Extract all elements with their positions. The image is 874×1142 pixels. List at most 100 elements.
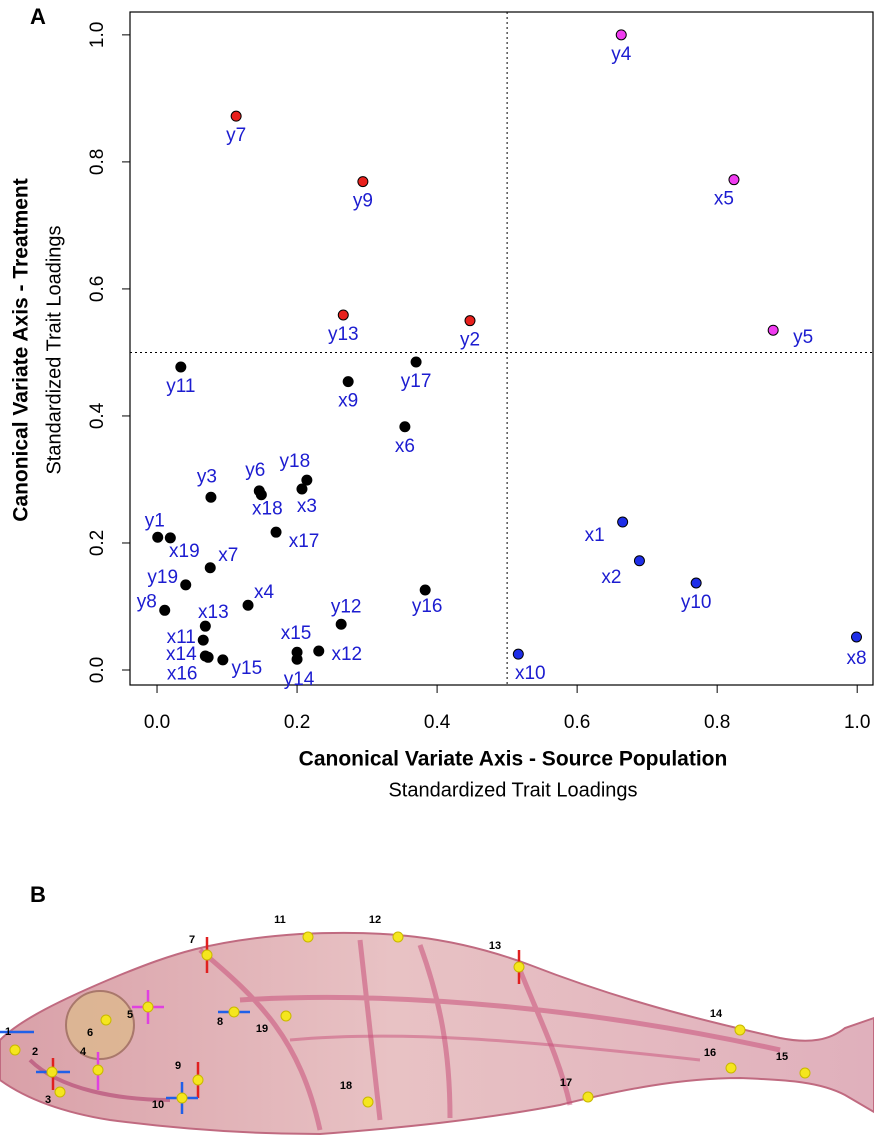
data-point: [175, 361, 187, 373]
data-point: [690, 577, 702, 589]
data-point: [615, 29, 627, 41]
data-point: [152, 531, 164, 543]
landmark-dot: [192, 1074, 204, 1086]
data-point: [419, 584, 431, 596]
data-point: [301, 474, 313, 486]
point-label: y14: [284, 669, 315, 690]
data-point: [291, 653, 303, 665]
data-point: [399, 421, 411, 433]
point-label: x13: [198, 602, 229, 623]
data-point: [357, 176, 369, 188]
y-tick-label: 1.0: [87, 22, 108, 48]
data-point: [342, 376, 354, 388]
point-label: x18: [252, 499, 283, 520]
data-point: [512, 648, 524, 660]
point-label: x15: [281, 623, 312, 644]
y-tick-label: 0.4: [87, 402, 108, 429]
x-axis-title: Canonical Variate Axis - Source Populati…: [299, 748, 728, 771]
landmark-dot: [302, 931, 314, 943]
point-label: y9: [353, 191, 373, 212]
data-point: [464, 315, 476, 327]
point-label: x9: [338, 391, 358, 412]
x-tick-label: 0.8: [704, 712, 730, 733]
point-label: x8: [846, 648, 866, 669]
point-label: x16: [167, 663, 198, 684]
landmark-label: 4: [80, 1046, 87, 1058]
y-axis-title: Canonical Variate Axis - Treatment: [10, 178, 33, 522]
data-point: [204, 562, 216, 574]
y-tick-label: 0.6: [87, 276, 108, 302]
data-point: [255, 489, 267, 501]
landmark-dot: [100, 1014, 112, 1026]
point-label: y5: [793, 327, 813, 348]
fish-image: [0, 931, 874, 1136]
y-tick-label: 0.8: [87, 149, 108, 175]
landmark-label: 8: [217, 1016, 223, 1028]
point-label: y1: [145, 510, 165, 531]
landmark-dot: [201, 949, 213, 961]
y-axis-subtitle: Standardized Trait Loadings: [43, 225, 65, 474]
point-label: x12: [331, 644, 362, 665]
data-point: [202, 651, 214, 663]
x-tick-label: 0.2: [284, 712, 310, 733]
data-point: [217, 654, 229, 666]
landmark-label: 15: [776, 1051, 788, 1063]
data-point: [337, 309, 349, 321]
x-axis-subtitle: Standardized Trait Loadings: [388, 779, 637, 801]
point-label: y3: [197, 466, 217, 487]
point-label: y13: [328, 324, 359, 345]
data-point: [410, 356, 422, 368]
data-point: [850, 631, 862, 643]
data-point: [728, 174, 740, 186]
point-label: x1: [585, 525, 605, 546]
point-label: x19: [169, 541, 200, 562]
data-point: [197, 634, 209, 646]
panel-label: A: [30, 4, 46, 29]
data-point: [296, 483, 308, 495]
point-label: x11: [167, 627, 196, 648]
landmark-label: 14: [710, 1008, 723, 1020]
point-label: y16: [412, 596, 443, 617]
landmark-label: 7: [189, 934, 195, 946]
point-label: y18: [280, 451, 311, 472]
point-label: y4: [611, 44, 632, 65]
point-label: y8: [137, 591, 157, 612]
point-label: y19: [147, 567, 178, 588]
plot-frame: [129, 11, 874, 686]
point-label: x3: [297, 496, 317, 517]
landmark-dot: [92, 1064, 104, 1076]
landmark-label: 2: [32, 1046, 38, 1058]
data-point: [205, 491, 217, 503]
point-label: y2: [460, 330, 480, 351]
data-point: [767, 324, 779, 336]
data-point: [633, 555, 645, 567]
point-label: y15: [232, 658, 263, 679]
data-point: [242, 599, 254, 611]
point-label: y12: [331, 596, 362, 617]
point-label: x4: [254, 582, 275, 603]
landmark-dot: [799, 1067, 811, 1079]
landmark-label: 12: [369, 914, 381, 926]
landmark-dot: [176, 1092, 188, 1104]
landmark-dot: [734, 1024, 746, 1036]
y-tick-label: 0.0: [87, 657, 108, 683]
landmark-dot: [46, 1066, 58, 1078]
point-label: y11: [166, 376, 195, 397]
point-label: x7: [218, 545, 238, 566]
landmark-label: 1: [5, 1026, 11, 1038]
y-tick-label: 0.2: [87, 530, 108, 556]
landmark-dot: [513, 961, 525, 973]
landmark-label: 11: [274, 914, 286, 926]
landmark-dot: [362, 1096, 374, 1108]
point-label: x2: [601, 567, 621, 588]
data-point: [230, 110, 242, 122]
landmark-dot: [228, 1006, 240, 1018]
landmark-label: 18: [340, 1080, 352, 1092]
point-label: x5: [714, 189, 734, 210]
landmark-label: 10: [152, 1099, 164, 1111]
landmark-label: 16: [704, 1047, 716, 1059]
data-point: [199, 620, 211, 632]
landmark-label: 6: [87, 1027, 93, 1039]
data-point: [159, 604, 171, 616]
data-point: [270, 526, 282, 538]
